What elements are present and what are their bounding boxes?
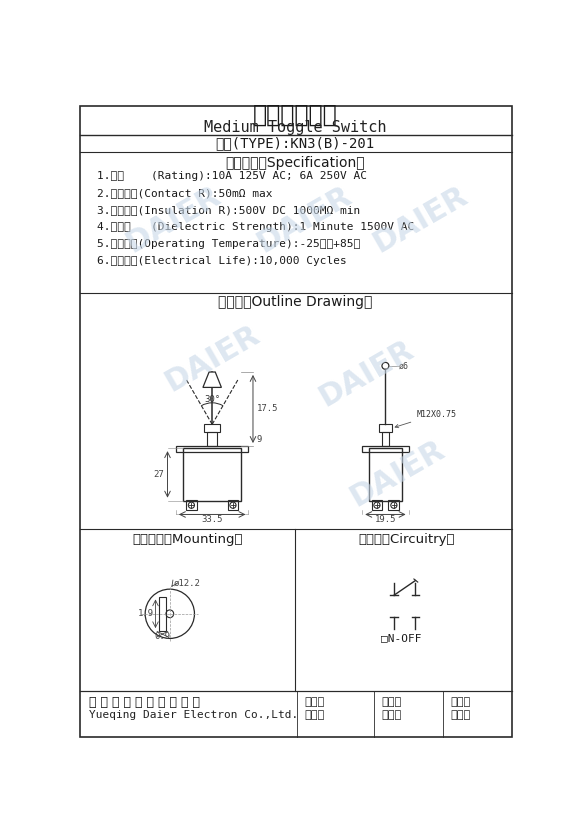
Text: 30°: 30° <box>204 395 220 404</box>
Bar <box>372 500 383 510</box>
Text: 中型钮子开关: 中型钮子开关 <box>253 104 338 127</box>
Text: 乐 清 戴 尔 电 子 有 限 公 司: 乐 清 戴 尔 电 子 有 限 公 司 <box>89 696 200 709</box>
Text: DAIER: DAIER <box>121 181 226 258</box>
Text: DAIER: DAIER <box>368 181 473 258</box>
Bar <box>388 500 399 510</box>
Bar <box>369 448 402 501</box>
Text: 日期：: 日期： <box>305 711 325 721</box>
Text: 制图：: 制图： <box>305 697 325 707</box>
Circle shape <box>188 502 194 509</box>
Text: 0.9: 0.9 <box>155 632 170 641</box>
Polygon shape <box>203 372 222 387</box>
Text: DAIER: DAIER <box>252 181 357 258</box>
Text: 33.5: 33.5 <box>201 515 223 524</box>
Bar <box>207 432 217 446</box>
Text: 19.5: 19.5 <box>374 515 396 524</box>
Text: 外型图（Outline Drawing）: 外型图（Outline Drawing） <box>218 295 373 309</box>
Bar <box>176 446 248 452</box>
Text: Yueqing Daier Electron Co.,Ltd.: Yueqing Daier Electron Co.,Ltd. <box>89 711 298 721</box>
Text: 5.操作温度(Operating Temperature):-25℃～+85℃: 5.操作温度(Operating Temperature):-25℃～+85℃ <box>97 239 360 249</box>
Text: 3.绝缘电阻(Insulation R):500V DC 1000MΩ min: 3.绝缘电阻(Insulation R):500V DC 1000MΩ min <box>97 205 360 215</box>
Text: 技术特性（Specification）: 技术特性（Specification） <box>226 156 365 170</box>
Text: DAIER: DAIER <box>314 335 419 412</box>
Text: 电路图（Circuitry）: 电路图（Circuitry） <box>358 534 455 546</box>
Circle shape <box>382 362 389 369</box>
Text: DAIER: DAIER <box>344 435 449 513</box>
Bar <box>379 424 392 432</box>
Text: 1.规格    (Rating):10A 125V AC; 6A 250V AC: 1.规格 (Rating):10A 125V AC; 6A 250V AC <box>97 171 366 181</box>
Text: 审核：: 审核： <box>381 697 402 707</box>
Text: 27: 27 <box>153 470 164 479</box>
Text: 17.5: 17.5 <box>257 404 278 413</box>
Text: □N-OFF: □N-OFF <box>381 634 421 644</box>
Text: 型号(TYPE):KN3(B)-201: 型号(TYPE):KN3(B)-201 <box>216 136 375 150</box>
Bar <box>204 424 220 432</box>
Circle shape <box>230 502 236 509</box>
Text: DAIER: DAIER <box>160 320 265 397</box>
Bar <box>227 500 238 510</box>
Text: ø6: ø6 <box>399 362 409 371</box>
Text: 日期：: 日期： <box>381 711 402 721</box>
Circle shape <box>374 502 380 509</box>
Text: M12X0.75: M12X0.75 <box>395 410 456 428</box>
Bar <box>183 448 241 501</box>
Text: Medium Toggle Switch: Medium Toggle Switch <box>204 120 387 135</box>
Text: 批准：: 批准： <box>451 697 471 707</box>
Text: 安装尺寸（Mounting）: 安装尺寸（Mounting） <box>132 534 243 546</box>
Text: 9: 9 <box>257 434 262 443</box>
Circle shape <box>391 502 397 509</box>
Bar <box>159 596 166 631</box>
Bar <box>186 500 197 510</box>
Text: 日期：: 日期： <box>451 711 471 721</box>
Text: 6.电气寿命(Electrical Life):10,000 Cycles: 6.电气寿命(Electrical Life):10,000 Cycles <box>97 256 346 266</box>
Bar <box>381 432 389 446</box>
Text: 2.接触电阻(Contact R):50mΩ max: 2.接触电阻(Contact R):50mΩ max <box>97 189 272 199</box>
Text: 1.9: 1.9 <box>138 610 154 618</box>
Bar <box>362 446 409 452</box>
Text: ø12.2: ø12.2 <box>174 579 201 588</box>
Text: 4.耐电压   (Dielectric Strength):1 Minute 1500V AC: 4.耐电压 (Dielectric Strength):1 Minute 150… <box>97 222 414 232</box>
